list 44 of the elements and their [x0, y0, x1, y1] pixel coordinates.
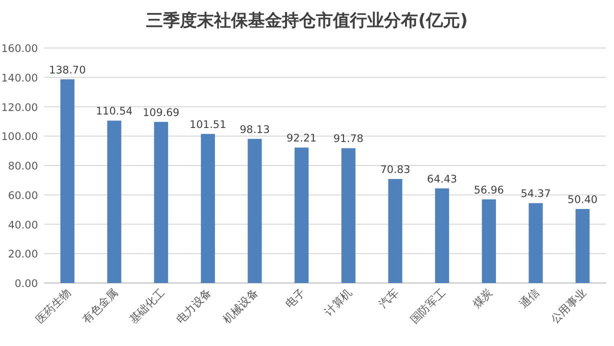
- data-label: 70.83: [380, 164, 410, 176]
- data-label: 64.43: [427, 173, 458, 186]
- data-label: 109.69: [142, 106, 180, 119]
- bar: [248, 138, 262, 283]
- bar: [294, 148, 309, 283]
- data-label: 91.78: [333, 133, 364, 146]
- x-tick-label: 电力设备: [174, 286, 214, 326]
- y-tick-label: 80.00: [8, 160, 38, 172]
- data-label: 98.13: [240, 124, 270, 136]
- y-tick-label: 100.00: [1, 131, 38, 144]
- bar: [60, 79, 74, 283]
- bar: [576, 208, 590, 283]
- x-tick-label: 有色金属: [80, 286, 120, 326]
- x-tick-label: 公用事业: [548, 286, 589, 326]
- bar: [435, 188, 450, 283]
- data-label: 50.40: [568, 194, 598, 206]
- bar: [107, 120, 122, 283]
- x-tick-label: 国防军工: [408, 286, 448, 326]
- x-tick-label: 煤炭: [470, 286, 496, 311]
- x-tick-label: 通信: [517, 286, 542, 311]
- data-label: 110.54: [96, 106, 133, 118]
- data-label: 138.70: [49, 64, 86, 76]
- x-tick-label: 计算机: [322, 286, 355, 318]
- chart-title: 三季度末社保基金持仓市值行业分布(亿元): [146, 11, 468, 31]
- bar: [200, 134, 215, 283]
- y-tick-label: 120.00: [1, 102, 38, 114]
- x-tick-label: 基础化工: [126, 286, 168, 326]
- y-tick-label: 60.00: [8, 190, 38, 202]
- bar: [154, 122, 168, 283]
- x-tick-label: 机械设备: [220, 286, 261, 326]
- data-label: 101.51: [190, 118, 226, 131]
- y-tick-label: 20.00: [8, 248, 38, 261]
- bar: [482, 199, 496, 283]
- x-tick-label: 电子: [282, 286, 308, 311]
- bar: [388, 178, 402, 283]
- data-label: 54.37: [520, 188, 551, 200]
- x-tick-label: 汽车: [376, 286, 402, 311]
- y-tick-label: 40.00: [8, 219, 38, 232]
- data-label: 92.21: [286, 132, 317, 145]
- data-label: 56.96: [474, 184, 504, 196]
- y-tick-label: 140.00: [1, 72, 38, 84]
- y-tick-label: 160.00: [1, 43, 38, 55]
- bar: [528, 203, 543, 283]
- bar: [341, 148, 356, 283]
